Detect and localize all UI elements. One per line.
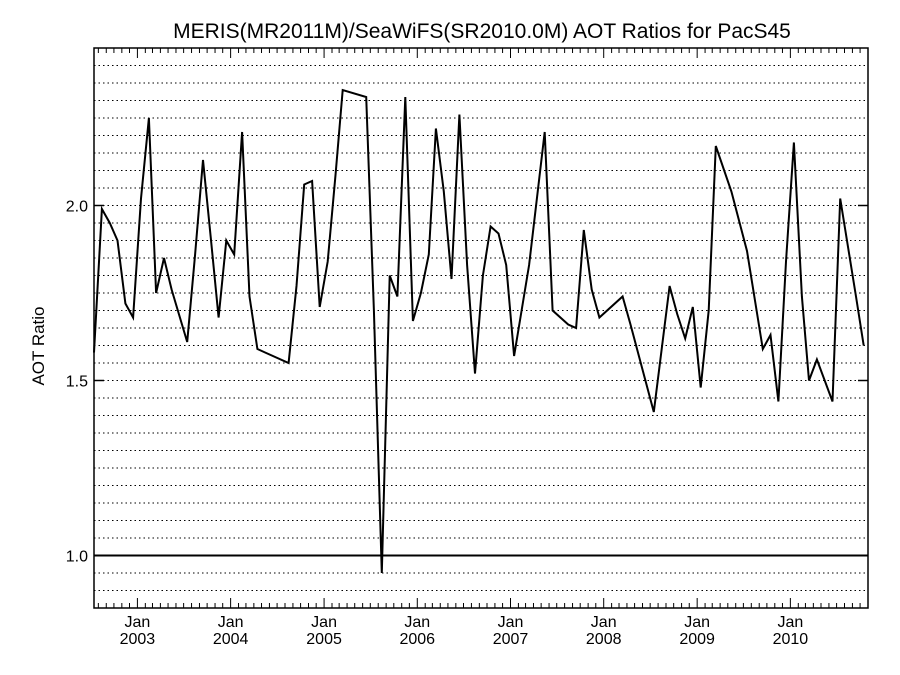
x-tick-label-month: Jan	[311, 614, 337, 631]
x-tick-label-year: 2010	[773, 631, 809, 648]
x-tick-label-year: 2009	[679, 631, 715, 648]
y-tick-label: 2.0	[66, 199, 88, 216]
plot-frame	[93, 47, 869, 609]
x-tick-label-year: 2005	[306, 631, 342, 648]
x-tick-label-month: Jan	[498, 614, 524, 631]
x-tick-label-month: Jan	[125, 614, 151, 631]
chart-title: MERIS(MR2011M)/SeaWiFS(SR2010.0M) AOT Ra…	[173, 20, 791, 43]
axis-ticks: 1.01.52.0Jan2003Jan2004Jan2005Jan2006Jan…	[66, 48, 869, 648]
y-tick-label: 1.0	[66, 549, 88, 566]
x-tick-label-year: 2006	[399, 631, 435, 648]
x-tick-label-year: 2004	[213, 631, 249, 648]
x-tick-label-month: Jan	[684, 614, 710, 631]
x-tick-label-month: Jan	[591, 614, 617, 631]
y-axis-label: AOT Ratio	[29, 306, 48, 385]
y-tick-label: 1.5	[66, 374, 88, 391]
x-tick-label-month: Jan	[218, 614, 244, 631]
x-tick-label-year: 2007	[493, 631, 529, 648]
series-group	[93, 88, 865, 574]
grid-lines	[94, 65, 868, 591]
series-line	[93, 88, 865, 574]
x-tick-label-year: 2003	[120, 631, 156, 648]
x-tick-label-year: 2008	[586, 631, 622, 648]
x-tick-label-month: Jan	[777, 614, 803, 631]
x-tick-label-month: Jan	[404, 614, 430, 631]
